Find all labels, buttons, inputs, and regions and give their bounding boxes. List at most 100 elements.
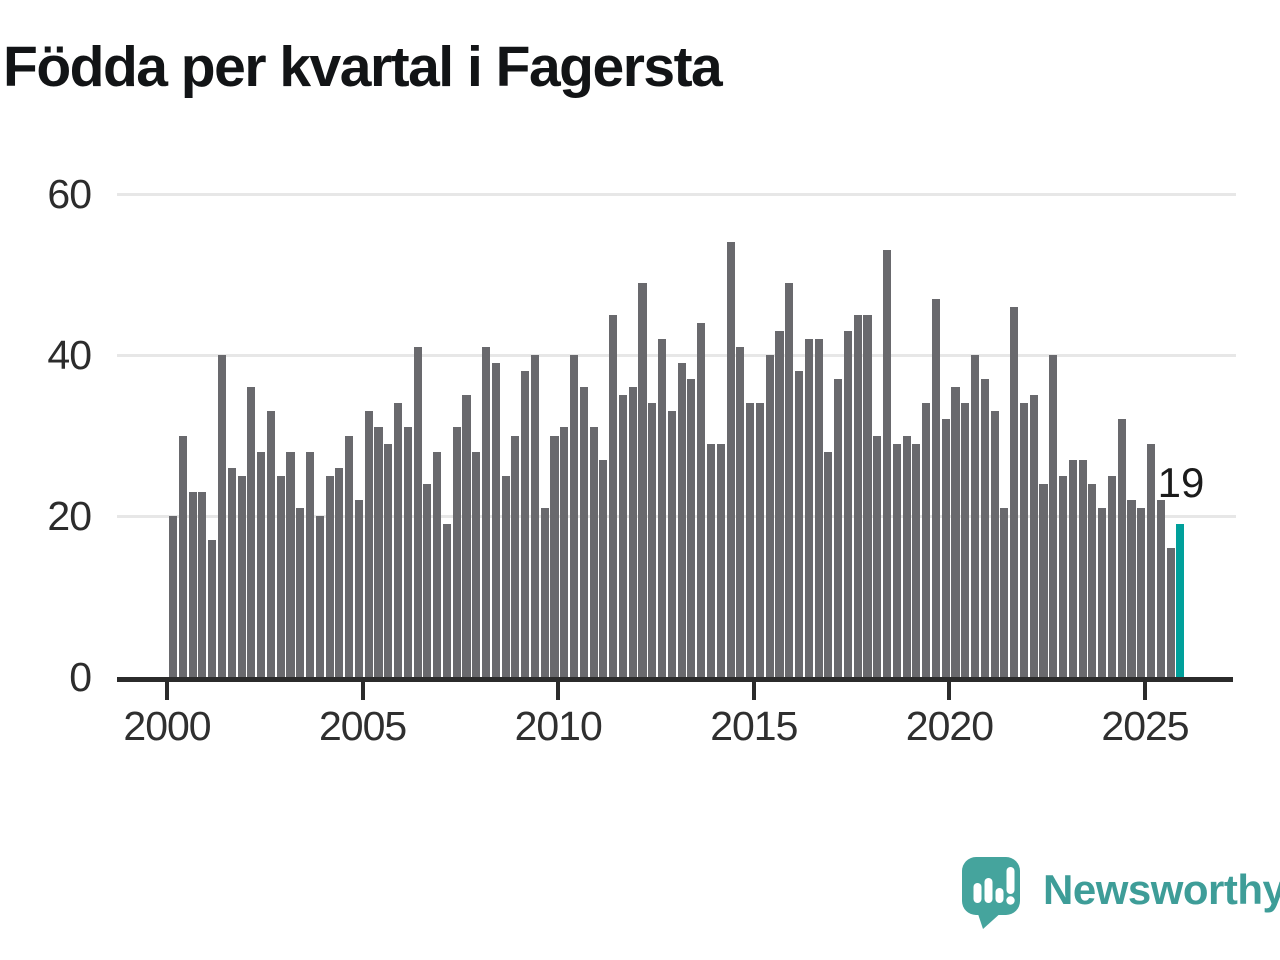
bar xyxy=(1117,419,1126,677)
bar xyxy=(804,338,813,677)
bar xyxy=(658,338,667,677)
bar xyxy=(217,355,227,677)
bar xyxy=(990,411,999,677)
bar xyxy=(501,475,510,678)
bar xyxy=(266,411,275,677)
bar xyxy=(863,314,872,677)
bar xyxy=(1156,499,1165,677)
bar xyxy=(931,298,940,677)
bar xyxy=(667,411,676,677)
newsworthy-logo: Newsworthy xyxy=(962,857,1280,931)
bar xyxy=(1019,403,1029,677)
bar xyxy=(736,346,745,677)
bar xyxy=(951,387,960,677)
bar xyxy=(726,242,735,677)
x-axis-tick xyxy=(556,682,561,700)
bar xyxy=(247,387,256,677)
bar xyxy=(227,467,236,677)
bar xyxy=(746,403,755,677)
bar xyxy=(442,524,451,677)
bar xyxy=(697,322,706,677)
y-axis-tick-label: 0 xyxy=(69,654,92,700)
gridline xyxy=(117,192,1236,196)
gridline xyxy=(117,353,1236,357)
bar-value-label: 19 xyxy=(1157,459,1205,506)
bar xyxy=(257,451,266,677)
bar xyxy=(716,443,725,677)
bar xyxy=(550,435,559,677)
bar xyxy=(912,443,921,677)
x-axis-tick-label: 2020 xyxy=(905,703,994,749)
bar xyxy=(961,403,970,677)
x-axis-line xyxy=(117,677,1233,682)
bar xyxy=(1127,499,1136,677)
bar xyxy=(980,379,989,677)
bar xyxy=(1078,459,1087,677)
bar xyxy=(1147,443,1156,677)
y-axis-tick-label: 60 xyxy=(47,171,92,217)
x-axis-tick-label: 2000 xyxy=(123,703,211,749)
bar xyxy=(687,379,696,677)
y-axis-tick-label: 20 xyxy=(47,493,92,539)
bar xyxy=(452,427,461,677)
x-axis-tick-label: 2005 xyxy=(318,703,407,749)
bar xyxy=(1107,475,1117,678)
highlight-bar xyxy=(1176,524,1185,677)
bar xyxy=(589,427,598,677)
bar xyxy=(335,467,344,677)
x-axis-tick xyxy=(360,682,365,700)
bar xyxy=(628,387,637,677)
bar xyxy=(374,427,383,677)
bar xyxy=(178,435,187,677)
bar xyxy=(814,338,823,677)
bar xyxy=(1010,306,1019,677)
newsworthy-logo-icon xyxy=(962,857,1020,929)
bar xyxy=(1088,483,1097,677)
bar xyxy=(511,435,520,677)
bar xyxy=(1098,507,1107,677)
bar xyxy=(530,355,540,677)
bar xyxy=(521,371,530,677)
bar xyxy=(648,403,657,677)
bar xyxy=(853,314,862,677)
bar xyxy=(208,540,217,677)
bar xyxy=(971,355,980,677)
bar xyxy=(579,387,588,677)
x-axis-tick-label: 2025 xyxy=(1101,703,1189,749)
bar xyxy=(1059,475,1068,678)
bar xyxy=(433,451,442,677)
bar xyxy=(775,330,784,677)
x-axis-tick-label: 2010 xyxy=(514,703,603,749)
bar xyxy=(1068,459,1077,677)
bar xyxy=(1049,355,1058,677)
y-axis-tick-label: 40 xyxy=(47,332,92,378)
bar xyxy=(618,395,628,678)
bar xyxy=(755,403,764,677)
bar xyxy=(794,371,804,677)
bar xyxy=(472,451,481,677)
bar xyxy=(873,435,882,677)
bar xyxy=(902,435,911,677)
x-axis-tick xyxy=(165,682,169,700)
gridline xyxy=(117,514,1236,518)
bar xyxy=(540,507,549,677)
bar xyxy=(785,282,794,677)
bar xyxy=(599,459,608,677)
bar xyxy=(843,330,852,677)
bar xyxy=(882,250,892,677)
x-axis-tick xyxy=(947,682,952,700)
bar xyxy=(276,475,285,678)
bar xyxy=(765,355,774,677)
bar xyxy=(325,475,334,678)
bar xyxy=(286,451,295,677)
bar xyxy=(413,346,422,677)
bar xyxy=(403,427,412,677)
bar xyxy=(384,443,393,677)
bar xyxy=(188,491,197,678)
bar xyxy=(824,451,833,677)
bar xyxy=(1039,483,1048,677)
bar xyxy=(638,282,647,677)
bar xyxy=(315,516,324,677)
bar xyxy=(677,363,686,677)
